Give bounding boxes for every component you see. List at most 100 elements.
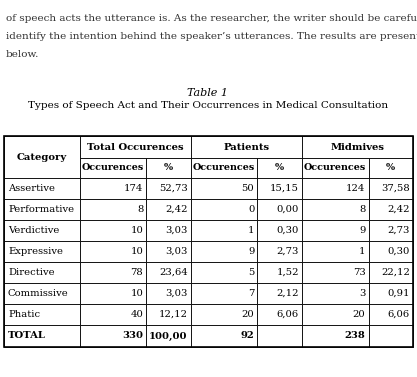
Text: 0,30: 0,30 <box>276 226 299 235</box>
Bar <box>191 199 257 220</box>
Bar <box>80 241 146 262</box>
Text: %: % <box>164 164 173 173</box>
Text: 50: 50 <box>242 184 254 193</box>
Text: 124: 124 <box>346 184 366 193</box>
Bar <box>257 178 302 199</box>
Text: Assertive: Assertive <box>8 184 55 193</box>
Text: 40: 40 <box>131 310 143 319</box>
Bar <box>4 136 413 347</box>
Bar <box>257 158 302 178</box>
Bar <box>369 220 413 241</box>
Bar <box>369 262 413 283</box>
Bar <box>191 241 257 262</box>
Text: Directive: Directive <box>8 268 55 277</box>
Text: Midmives: Midmives <box>330 143 384 152</box>
Text: 9: 9 <box>359 226 366 235</box>
Bar <box>302 136 413 158</box>
Text: 37,58: 37,58 <box>381 184 410 193</box>
Text: 3,03: 3,03 <box>166 289 188 298</box>
Text: 3,03: 3,03 <box>166 226 188 235</box>
Bar <box>191 304 257 325</box>
Bar <box>4 178 80 199</box>
Text: 6,06: 6,06 <box>388 310 410 319</box>
Text: TOTAL: TOTAL <box>8 331 46 340</box>
Bar <box>80 199 146 220</box>
Bar <box>369 199 413 220</box>
Text: 0: 0 <box>248 205 254 214</box>
Text: 5: 5 <box>248 268 254 277</box>
Text: 10: 10 <box>131 289 143 298</box>
Bar <box>146 262 191 283</box>
Bar <box>257 325 302 347</box>
Text: below.: below. <box>6 50 39 59</box>
Bar <box>80 325 146 347</box>
Bar <box>80 178 146 199</box>
Text: 100,00: 100,00 <box>149 331 188 340</box>
Bar <box>4 241 80 262</box>
Bar <box>146 304 191 325</box>
Text: 10: 10 <box>131 247 143 256</box>
Bar <box>4 283 80 304</box>
Bar <box>4 136 80 178</box>
Bar <box>369 178 413 199</box>
Text: 174: 174 <box>124 184 143 193</box>
Bar <box>257 220 302 241</box>
Text: 1: 1 <box>248 226 254 235</box>
Bar <box>146 178 191 199</box>
Bar <box>302 241 369 262</box>
Bar <box>4 325 80 347</box>
Bar <box>146 220 191 241</box>
Bar <box>80 262 146 283</box>
Text: Occurences: Occurences <box>304 164 366 173</box>
Text: 2,73: 2,73 <box>388 226 410 235</box>
Bar <box>257 262 302 283</box>
Text: Table 1: Table 1 <box>188 88 229 98</box>
Text: identify the intention behind the speaker’s utterances. The results are presente: identify the intention behind the speake… <box>6 32 417 41</box>
Text: Total Occurences: Total Occurences <box>87 143 183 152</box>
Bar <box>257 304 302 325</box>
Text: 0,91: 0,91 <box>387 289 410 298</box>
Text: 1,52: 1,52 <box>276 268 299 277</box>
Bar <box>4 220 80 241</box>
Text: 2,73: 2,73 <box>276 247 299 256</box>
Bar <box>302 199 369 220</box>
Bar <box>146 283 191 304</box>
Bar <box>369 241 413 262</box>
Text: 1: 1 <box>359 247 366 256</box>
Bar <box>191 178 257 199</box>
Bar <box>257 199 302 220</box>
Text: 8: 8 <box>359 205 366 214</box>
Bar <box>146 241 191 262</box>
Text: Category: Category <box>17 153 67 161</box>
Text: of speech acts the utterance is. As the researcher, the writer should be careful: of speech acts the utterance is. As the … <box>6 14 417 23</box>
Bar <box>146 325 191 347</box>
Text: 3,03: 3,03 <box>166 247 188 256</box>
Text: 2,12: 2,12 <box>276 289 299 298</box>
Text: 92: 92 <box>241 331 254 340</box>
Bar <box>369 325 413 347</box>
Bar <box>146 199 191 220</box>
Text: 10: 10 <box>131 226 143 235</box>
Bar <box>257 283 302 304</box>
Text: Phatic: Phatic <box>8 310 40 319</box>
Text: Patients: Patients <box>223 143 269 152</box>
Bar <box>146 158 191 178</box>
Bar <box>80 220 146 241</box>
Text: 0,30: 0,30 <box>388 247 410 256</box>
Text: 7: 7 <box>248 289 254 298</box>
Text: %: % <box>275 164 284 173</box>
Bar <box>191 283 257 304</box>
Bar <box>302 220 369 241</box>
Text: 6,06: 6,06 <box>277 310 299 319</box>
Text: 73: 73 <box>353 268 366 277</box>
Text: %: % <box>386 164 395 173</box>
Text: Occurences: Occurences <box>82 164 144 173</box>
Bar <box>369 283 413 304</box>
Bar <box>80 136 191 158</box>
Text: 52,73: 52,73 <box>159 184 188 193</box>
Bar <box>4 262 80 283</box>
Text: 20: 20 <box>353 310 366 319</box>
Text: 12,12: 12,12 <box>159 310 188 319</box>
Text: 23,64: 23,64 <box>159 268 188 277</box>
Bar <box>302 178 369 199</box>
